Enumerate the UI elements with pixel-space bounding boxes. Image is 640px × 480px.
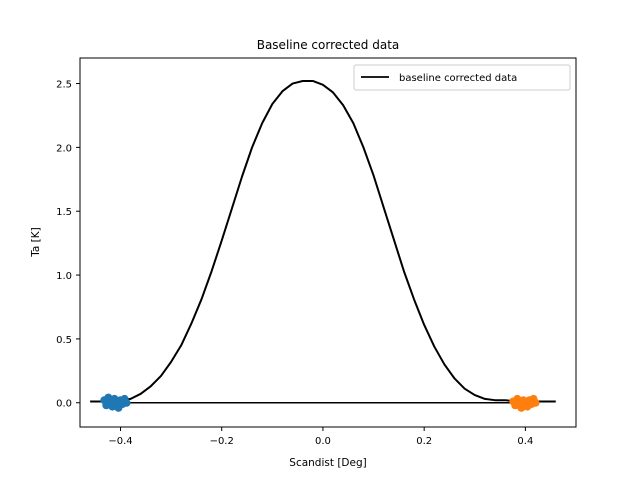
x-tick-label: −0.4: [108, 436, 132, 447]
plot-area: [90, 79, 556, 412]
y-tick-label: 2.0: [56, 143, 72, 154]
y-tick-label: 1.0: [56, 271, 72, 282]
y-tick-label: 1.5: [56, 207, 72, 218]
chart-title: Baseline corrected data: [257, 38, 400, 52]
x-tick-label: 0.0: [315, 436, 331, 447]
y-axis: 0.0 0.5 1.0 1.5 2.0 2.5: [56, 80, 80, 410]
y-axis-label: Ta [K]: [30, 227, 42, 258]
y-tick-label: 0.0: [56, 399, 72, 410]
baseline-left-point: [122, 398, 131, 407]
y-tick-label: 0.5: [56, 335, 72, 346]
x-axis-label: Scandist [Deg]: [289, 457, 366, 469]
legend-box: [353, 64, 571, 91]
data-series-line: [90, 79, 556, 403]
plot-frame: [79, 57, 577, 428]
baseline-right-point: [517, 403, 526, 412]
legend: baseline corrected data: [353, 64, 571, 91]
legend-label: baseline corrected data: [399, 73, 517, 84]
x-tick-label: −0.2: [210, 436, 234, 447]
baseline-right-point: [531, 398, 540, 407]
x-tick-label: 0.2: [416, 436, 432, 447]
x-axis: −0.4 −0.2 0.0 0.2 0.4: [108, 427, 533, 447]
y-tick-label: 2.5: [56, 80, 72, 91]
x-tick-label: 0.4: [517, 436, 533, 447]
